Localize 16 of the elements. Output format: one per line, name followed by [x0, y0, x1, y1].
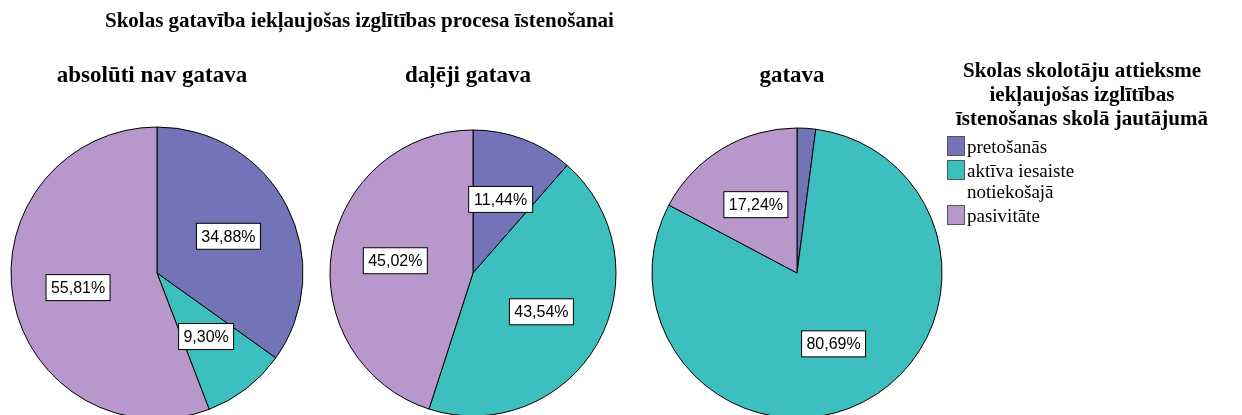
text: Skolas gatavība iekļaujošas izglītības procesa īstenošanai	[105, 8, 614, 33]
data-label: 55,81%	[50, 279, 106, 297]
chart-title: gatava	[758, 62, 826, 88]
data-label: 43,54%	[514, 303, 569, 321]
chart-subtitle: absolūti nav gatava	[55, 62, 249, 88]
legend-label: pasivitāte	[967, 205, 1041, 226]
legend-title: Skolas skolotāju attieksme iekļaujošas izglītības īstenošanas skolā jautājumā	[954, 58, 1209, 130]
data-label: 9,30%	[183, 328, 229, 346]
data-label: 45,02%	[368, 252, 423, 270]
pie-slice	[651, 128, 943, 415]
chart-title: daļēji gatava	[404, 62, 532, 88]
data-label: 17,24%	[728, 196, 784, 214]
data-label: 11,44%	[474, 190, 528, 208]
legend-label: pretošanās	[967, 136, 1049, 157]
data-label: 80,69%	[806, 335, 861, 353]
data-label: 34,88%	[201, 227, 256, 245]
